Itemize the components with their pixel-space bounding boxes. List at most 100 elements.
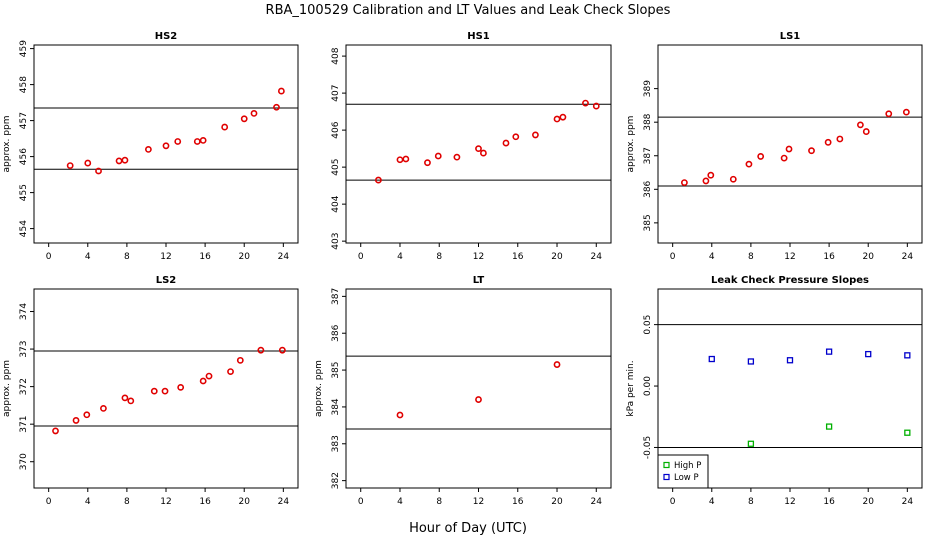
x-tick-label: 0 [670,497,676,507]
y-tick-label: 0.00 [643,376,653,396]
data-point [502,139,510,147]
y-tick-label: 454 [19,220,29,237]
y-tick-label: 0.05 [643,315,653,335]
data-point [475,396,482,403]
y-axis-label: approx. ppm [2,360,12,417]
x-tick-label: 16 [512,252,524,262]
x-tick-label: 20 [551,252,563,262]
x-tick-label: 20 [862,497,874,507]
data-point [100,404,107,412]
x-tick-label: 12 [160,252,171,262]
data-point [836,135,844,143]
data-point [396,156,404,164]
data-point [402,155,410,163]
panel-title: LT [473,275,485,286]
x-tick-label: 0 [46,252,52,262]
panel-hs2: HS2 0 4 8 12 16 20 24 454 455 456 457 458 459 approx. … [2,31,299,262]
data-point [424,159,431,167]
x-tick-label: 12 [473,497,484,507]
data-point [121,394,129,402]
data-point [199,136,207,144]
y-axis-label: approx. ppm [2,116,12,173]
data-point [199,377,207,385]
data-point [95,167,102,175]
data-point [553,361,561,368]
data-point-high-p [904,429,911,436]
y-tick-label: 386 [331,324,341,341]
y-tick-label: 372 [19,378,29,395]
y-tick-label: 385 [331,361,341,378]
x-tick-label: 0 [358,252,364,262]
x-tick-label: 8 [124,252,130,262]
data-point [808,147,815,155]
data-point [681,179,688,186]
data-point [745,160,753,168]
data-point [144,145,152,153]
x-tick-label: 16 [823,497,835,507]
data-point [902,108,910,116]
y-tick-label: 382 [331,472,341,489]
data-point [83,411,91,419]
x-tick-label: 20 [238,252,250,262]
y-tick-label: 386 [643,180,653,197]
y-tick-label: 384 [331,398,341,415]
panel-ls1: LS1 0 4 8 12 16 20 24 385 386 387 388 389 approx. ppm [626,31,923,262]
x-tick-label: 8 [748,497,754,507]
y-axis-label: kPa per min. [626,360,636,416]
y-tick-label: 371 [19,416,29,433]
x-tick-label: 4 [85,497,91,507]
data-point [177,383,185,391]
y-tick-label: -0.05 [643,436,653,459]
data-point [729,175,737,183]
data-point [161,387,169,395]
data-point [559,113,567,121]
data-point [475,145,482,153]
data-point-low-p [865,350,872,358]
data-point [127,397,135,405]
data-point [277,87,285,95]
data-point [857,121,864,129]
x-tick-label: 16 [512,497,524,507]
x-tick-label: 20 [238,497,250,507]
panel-title: HS2 [155,31,178,42]
legend-marker [663,461,670,469]
data-point [240,115,248,123]
x-tick-label: 4 [709,252,715,262]
x-tick-label: 20 [551,497,563,507]
panel-title: LS2 [156,275,177,286]
y-tick-label: 387 [643,147,653,164]
x-tick-label: 4 [397,252,403,262]
data-point [278,346,286,354]
data-point [434,152,442,160]
data-point-low-p [825,348,833,355]
data-point-high-p [747,440,755,447]
x-tick-label: 24 [591,252,603,262]
x-tick-label: 16 [199,497,211,507]
data-point [885,110,893,118]
plot-frame [657,44,923,244]
data-point [702,177,710,185]
x-tick-label: 4 [397,497,403,507]
data-point [84,159,92,167]
data-point [707,171,715,179]
x-tick-label: 4 [85,252,91,262]
x-tick-label: 4 [709,497,715,507]
data-point [532,131,539,139]
x-tick-label: 20 [862,252,874,262]
y-tick-label: 374 [19,303,29,320]
x-tick-label: 24 [278,497,290,507]
data-point-low-p [786,357,794,364]
panel-title: LS1 [780,31,801,42]
x-tick-label: 24 [278,252,290,262]
figure-title: RBA_100529 Calibration and LT Values and… [266,3,671,18]
y-tick-label: 404 [331,195,341,212]
data-point [396,411,404,419]
y-tick-label: 405 [331,159,341,176]
x-tick-label: 0 [46,497,52,507]
x-tick-label: 16 [823,252,835,262]
y-tick-label: 387 [331,288,341,305]
x-tick-label: 0 [670,252,676,262]
x-tick-label: 16 [199,252,211,262]
x-tick-label: 12 [473,252,484,262]
data-point [174,138,182,145]
